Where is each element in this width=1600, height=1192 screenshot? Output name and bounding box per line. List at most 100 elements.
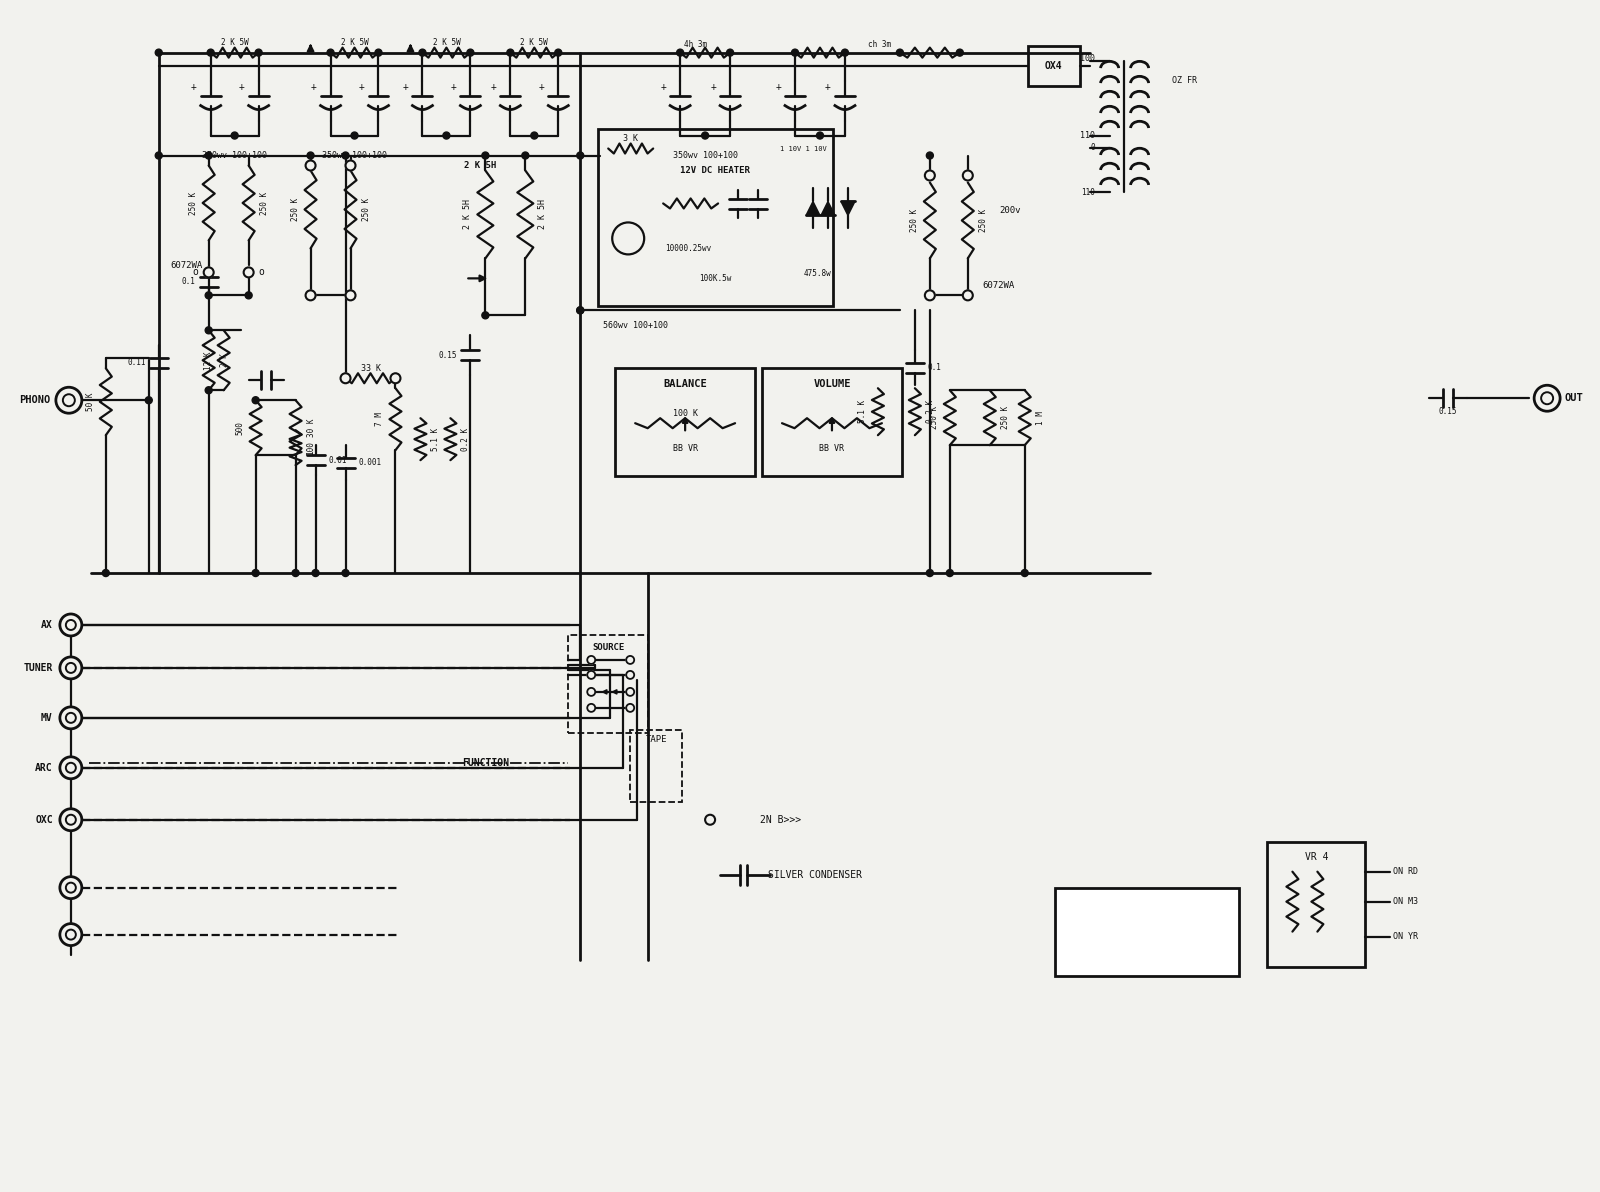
Text: TUNER: TUNER: [24, 663, 53, 673]
Circle shape: [390, 373, 400, 384]
Text: 6072WA: 6072WA: [171, 261, 203, 269]
Circle shape: [326, 49, 334, 56]
Circle shape: [350, 132, 358, 139]
Circle shape: [467, 49, 474, 56]
Circle shape: [66, 882, 75, 893]
Text: 3 K: 3 K: [622, 134, 638, 143]
Circle shape: [626, 656, 634, 664]
Text: 110: 110: [1080, 188, 1094, 197]
Text: ch 3m: ch 3m: [869, 41, 891, 49]
Text: 0.15: 0.15: [1438, 406, 1458, 416]
Text: 350wv 100+100: 350wv 100+100: [322, 151, 387, 160]
Text: o: o: [194, 267, 198, 278]
Circle shape: [1021, 570, 1029, 577]
Text: 560wv 100+100: 560wv 100+100: [603, 321, 667, 330]
Circle shape: [243, 267, 254, 278]
Text: 250 K: 250 K: [910, 209, 918, 232]
Circle shape: [531, 132, 538, 139]
Circle shape: [342, 153, 349, 159]
Circle shape: [205, 153, 213, 159]
Text: 30 K: 30 K: [307, 418, 315, 437]
Circle shape: [677, 49, 683, 56]
Text: +: +: [190, 81, 197, 92]
Circle shape: [1541, 392, 1554, 404]
Text: FUNCTION: FUNCTION: [462, 758, 509, 768]
Text: 475.8w: 475.8w: [805, 269, 832, 278]
Text: +: +: [451, 81, 456, 92]
Text: 100K.5w: 100K.5w: [699, 274, 731, 283]
Bar: [1027, 45, 1080, 86]
Circle shape: [245, 292, 253, 299]
Circle shape: [613, 223, 645, 254]
Circle shape: [576, 306, 584, 313]
Text: +: +: [710, 81, 717, 92]
Bar: [598, 129, 834, 306]
Text: 250 K: 250 K: [362, 198, 371, 221]
Bar: [630, 730, 682, 802]
Circle shape: [626, 671, 634, 679]
Text: 110: 110: [1080, 131, 1094, 139]
Text: +: +: [491, 81, 496, 92]
Text: AX: AX: [42, 620, 53, 629]
Text: 350wv 100+100: 350wv 100+100: [202, 151, 267, 160]
Circle shape: [205, 292, 213, 299]
Text: OX4: OX4: [1045, 61, 1062, 70]
Text: PHONO: PHONO: [19, 396, 51, 405]
Circle shape: [253, 397, 259, 404]
Text: 250 K: 250 K: [1000, 406, 1010, 429]
Text: 2 K 5W: 2 K 5W: [520, 38, 549, 48]
Circle shape: [346, 291, 355, 300]
Text: 250 K: 250 K: [189, 192, 198, 215]
Circle shape: [59, 707, 82, 728]
Text: 1 M: 1 M: [1035, 411, 1045, 424]
Text: 7 M: 7 M: [376, 412, 384, 427]
Circle shape: [374, 49, 382, 56]
Text: ON YR: ON YR: [1394, 932, 1418, 942]
Circle shape: [792, 49, 798, 56]
Circle shape: [706, 815, 715, 825]
Circle shape: [253, 570, 259, 577]
Circle shape: [59, 657, 82, 679]
Circle shape: [66, 930, 75, 939]
Circle shape: [925, 170, 934, 180]
Circle shape: [341, 373, 350, 384]
Text: SILVER CONDENSER: SILVER CONDENSER: [768, 870, 862, 880]
Circle shape: [419, 49, 426, 56]
Text: 250 K: 250 K: [979, 209, 987, 232]
Circle shape: [576, 306, 584, 313]
Circle shape: [59, 614, 82, 637]
Circle shape: [312, 570, 318, 577]
Circle shape: [203, 267, 214, 278]
Text: 100: 100: [307, 441, 315, 454]
Text: +: +: [661, 81, 666, 92]
Circle shape: [342, 570, 349, 577]
Text: 0.1: 0.1: [928, 364, 942, 372]
Text: 0.15: 0.15: [438, 350, 458, 360]
Text: 100 K: 100 K: [672, 409, 698, 417]
Circle shape: [816, 132, 824, 139]
Circle shape: [443, 132, 450, 139]
Text: ARC: ARC: [35, 763, 53, 772]
Text: 0: 0: [1090, 143, 1094, 153]
Circle shape: [522, 153, 530, 159]
Circle shape: [59, 876, 82, 899]
Bar: [762, 368, 902, 476]
Circle shape: [306, 291, 315, 300]
Circle shape: [146, 397, 152, 404]
Circle shape: [206, 49, 214, 56]
Text: 2 K 5W: 2 K 5W: [432, 38, 461, 48]
Bar: [568, 635, 648, 733]
Text: +: +: [238, 81, 245, 92]
Circle shape: [62, 395, 75, 406]
Text: 500: 500: [235, 421, 245, 435]
Text: B2. 0kV: B2. 0kV: [1125, 949, 1168, 958]
Bar: [1054, 888, 1240, 975]
Circle shape: [842, 49, 848, 56]
Circle shape: [702, 132, 709, 139]
Circle shape: [963, 291, 973, 300]
Text: 2 K 5W: 2 K 5W: [221, 38, 248, 48]
Circle shape: [346, 161, 355, 170]
Circle shape: [587, 656, 595, 664]
Circle shape: [205, 327, 213, 334]
Circle shape: [576, 153, 584, 159]
